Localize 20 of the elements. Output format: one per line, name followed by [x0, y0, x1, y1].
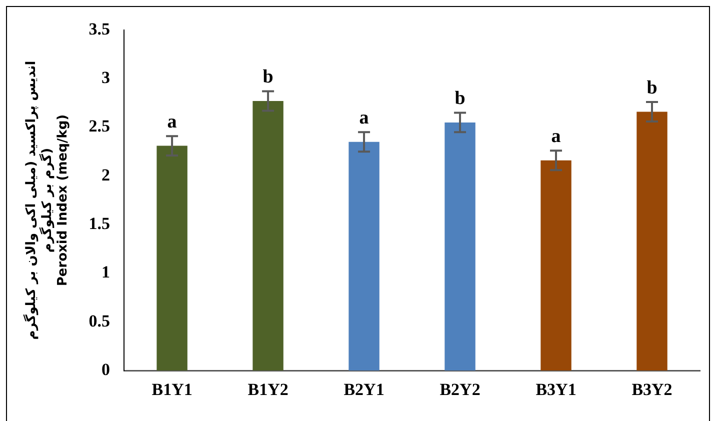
x-tick-label: B3Y2 — [632, 380, 672, 400]
y-tick-label: 1 — [102, 262, 110, 282]
y-tick-label: 2.5 — [88, 116, 110, 136]
y-tick-label: 3 — [102, 68, 110, 88]
y-tick-label: 1.5 — [88, 214, 110, 234]
x-tick-label: B1Y2 — [248, 380, 288, 400]
annotation: a — [359, 108, 370, 129]
annotation: b — [454, 88, 466, 110]
x-tick-label: B1Y1 — [152, 380, 192, 400]
annotation: a — [551, 126, 562, 148]
x-tick-label: B2Y1 — [344, 380, 384, 400]
x-tick-label: B2Y2 — [440, 380, 480, 400]
x-tick-label: B3Y1 — [536, 380, 576, 400]
y-tick-label: 2 — [102, 165, 110, 184]
annotation: b — [262, 66, 274, 88]
y-tick-label: 0 — [102, 360, 110, 379]
annotation: a — [167, 111, 178, 132]
annotation: b — [646, 77, 658, 98]
y-tick-label: 0.5 — [88, 311, 110, 330]
y-tick-label: 3.5 — [88, 19, 110, 38]
